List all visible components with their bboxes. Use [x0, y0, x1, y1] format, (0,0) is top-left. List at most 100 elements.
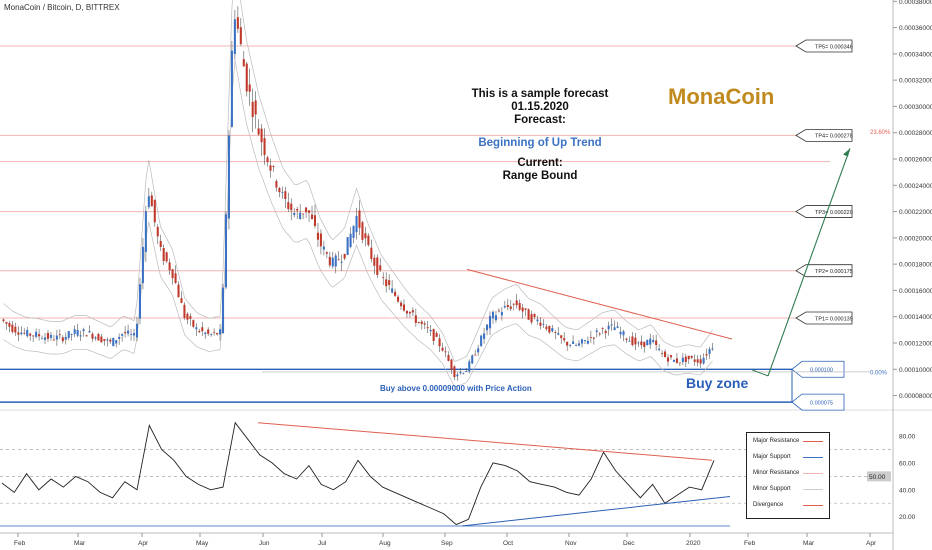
- candle-body: [352, 226, 355, 238]
- time-tick-label: Mar: [803, 540, 815, 547]
- candle-body: [17, 332, 20, 335]
- candle-body: [575, 344, 578, 346]
- candle-body: [705, 354, 708, 356]
- candle-body: [221, 287, 225, 334]
- legend: Major Resistance Major Support Minor Res…: [746, 432, 830, 519]
- candle-body: [548, 325, 551, 333]
- candle-body: [408, 311, 411, 314]
- candle-body: [127, 330, 130, 334]
- candle-body: [536, 319, 539, 322]
- candle-body: [343, 253, 346, 259]
- candle-body: [649, 338, 652, 345]
- candle-body: [153, 199, 156, 223]
- price-tick-label: 0.00026000: [899, 157, 932, 164]
- candle-body: [296, 208, 299, 211]
- candle-body: [666, 357, 670, 362]
- candle-body: [361, 222, 364, 240]
- candle-body: [135, 323, 139, 338]
- candle-body: [557, 333, 560, 335]
- price-axis: 0.00008000 0.00010000 0.00012000 0.00014000…: [893, 0, 932, 400]
- candle-body: [551, 328, 554, 332]
- price-tick-label: 0.00016000: [899, 288, 932, 295]
- candle-body: [625, 338, 628, 340]
- candle-body: [604, 330, 607, 334]
- candle-body: [503, 306, 506, 308]
- price-tick-label: 0.00028000: [899, 130, 932, 137]
- time-tick-label: Apr: [866, 540, 877, 547]
- legend-swatch: [803, 441, 823, 442]
- legend-item: Minor Support: [747, 481, 829, 497]
- candle-body: [32, 335, 35, 337]
- osc-line: [1, 421, 715, 526]
- osc-resistance-line: [257, 422, 713, 461]
- candle-body: [340, 261, 343, 263]
- price-tick-label: 0.00022000: [899, 209, 932, 216]
- candle-body: [41, 338, 44, 340]
- candle-body: [287, 202, 290, 210]
- candle-body: [542, 323, 545, 325]
- candle-body: [554, 332, 557, 333]
- osc-current-label: 50.00: [869, 474, 886, 481]
- target-label: TP1= 0.000139: [815, 316, 853, 322]
- candle-body: [281, 192, 284, 194]
- candle-body: [130, 334, 133, 335]
- candle-body: [91, 333, 94, 339]
- price-tick-label: 0.00008000: [899, 393, 932, 400]
- oscillator-pane: [0, 421, 893, 527]
- candle-body: [266, 157, 269, 163]
- candle-body: [263, 138, 266, 156]
- fib-label: 23.60%: [870, 130, 891, 136]
- legend-swatch: [803, 489, 823, 490]
- legend-swatch: [803, 473, 823, 474]
- candle-body: [14, 326, 17, 333]
- candle-body: [643, 341, 646, 347]
- candle-body: [619, 331, 622, 335]
- candle-body: [509, 306, 512, 309]
- candle-body: [696, 359, 699, 363]
- upper-band: [3, 0, 713, 362]
- candle-body: [35, 331, 38, 337]
- current-value: Range Bound: [502, 170, 578, 182]
- candle-body: [73, 329, 76, 334]
- candle-body: [337, 259, 340, 261]
- candle-body: [583, 340, 586, 341]
- candle-body: [112, 338, 115, 347]
- trend-lines: [466, 148, 851, 377]
- price-tick-label: 0.00014000: [899, 314, 932, 321]
- candlesticks: [2, 6, 714, 381]
- candle-body: [195, 327, 198, 330]
- candle-body: [364, 233, 367, 239]
- candle-body: [533, 313, 536, 318]
- candle-body: [607, 325, 610, 330]
- candle-body: [444, 351, 447, 353]
- brand-title: MonaCoin: [668, 84, 775, 109]
- target-arrow-head: [843, 148, 850, 157]
- candle-body: [652, 339, 655, 342]
- candle-body: [186, 313, 189, 320]
- candle-body: [577, 343, 581, 346]
- candle-body: [230, 50, 233, 127]
- candle-body: [5, 322, 8, 324]
- forecast-line1: This is a sample forecast: [471, 88, 609, 100]
- candle-body: [207, 329, 210, 334]
- candle-body: [486, 324, 489, 331]
- candle-body: [189, 316, 192, 319]
- candle-body: [316, 232, 319, 240]
- buy-zone-label: Buy zone: [686, 375, 749, 391]
- candle-body: [310, 214, 314, 219]
- candle-body: [560, 335, 563, 339]
- candle-body: [598, 333, 601, 335]
- candle-body: [468, 361, 471, 372]
- legend-label: Major Resistance: [753, 438, 800, 444]
- fib-label: 0.00%: [870, 370, 888, 376]
- candle-body: [29, 333, 32, 336]
- candle-body: [589, 336, 592, 338]
- support-callout: [791, 393, 845, 411]
- forecast-label: Forecast:: [514, 114, 566, 126]
- forecast-date: 01.15.2020: [511, 101, 569, 113]
- price-tick-label: 0.00034000: [899, 51, 932, 58]
- candle-body: [563, 338, 566, 341]
- osc-current-badge: [867, 471, 891, 482]
- legend-item: Major Resistance: [747, 433, 829, 449]
- price-tick-label: 0.00020000: [899, 235, 932, 242]
